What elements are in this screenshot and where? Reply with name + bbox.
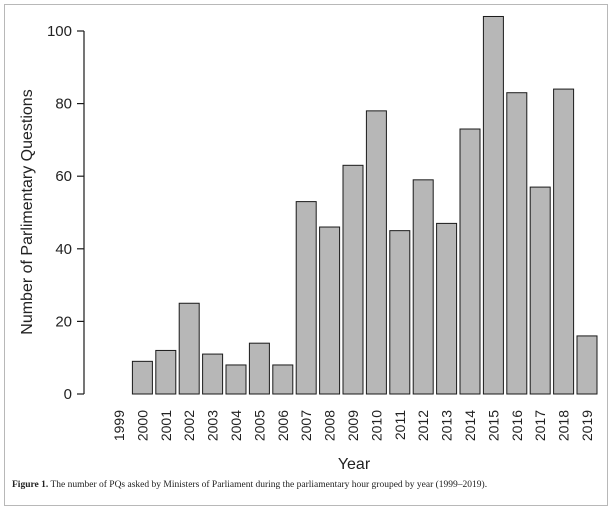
bar-2017 (529, 186, 551, 395)
x-tick-label: 2017 (532, 410, 548, 441)
x-tick-label: 2008 (322, 410, 338, 441)
bar-2002 (178, 302, 200, 395)
bar-2018 (553, 88, 575, 395)
bar-2013 (436, 222, 458, 395)
y-tick-label: 60 (55, 168, 72, 185)
bar-2009 (342, 164, 364, 395)
y-tick-label: 20 (55, 313, 72, 330)
x-tick-label: 2018 (556, 410, 572, 441)
bars (131, 15, 598, 395)
bar-2007 (295, 201, 317, 395)
bar-2001 (155, 349, 177, 395)
y-tick-label: 100 (47, 23, 72, 40)
x-tick-label: 2007 (298, 410, 314, 441)
x-tick-label: 2009 (345, 410, 361, 441)
bar-2012 (412, 179, 434, 395)
y-tick-label: 0 (64, 386, 72, 403)
x-tick-label: 2015 (485, 410, 501, 441)
bar-2016 (506, 92, 528, 395)
y-tick-label: 80 (55, 96, 72, 113)
x-tick-label: 2001 (158, 410, 174, 441)
bar-2000 (131, 360, 153, 395)
x-tick-label: 2013 (439, 410, 455, 441)
x-tick-label: 2004 (228, 410, 244, 441)
bar-2008 (319, 226, 341, 395)
bar-2006 (272, 364, 294, 395)
x-tick-label: 2019 (579, 410, 595, 441)
x-tick-label: 2000 (134, 410, 150, 441)
figure-caption: Figure 1. The number of PQs asked by Min… (12, 480, 602, 490)
x-axis: 1999 2000 2001 2002 2003 2004 2005 2006 2007 2008… (111, 410, 595, 441)
bar-2010 (365, 110, 387, 395)
bar-2004 (225, 364, 247, 395)
bar-2015 (482, 15, 504, 395)
x-tick-label: 2003 (205, 410, 221, 441)
y-axis-label: Number of Parlimentary Questions (19, 89, 36, 334)
bar-2014 (459, 128, 481, 395)
bar-2005 (248, 342, 270, 395)
bar-2003 (202, 353, 224, 395)
x-tick-label: 2011 (392, 410, 408, 440)
x-tick-label: 2014 (462, 410, 478, 441)
x-tick-label: 2006 (275, 410, 291, 441)
caption-label: Figure 1. (12, 480, 49, 490)
y-tick-label: 40 (55, 241, 72, 258)
caption-text: The number of PQs asked by Ministers of … (48, 480, 488, 490)
bar-2019 (576, 335, 598, 395)
x-tick-label: 2012 (415, 410, 431, 441)
bar-2011 (389, 230, 411, 395)
x-axis-label: Year (338, 456, 371, 473)
x-tick-label: 2005 (251, 410, 267, 441)
x-tick-label: 2010 (368, 410, 384, 441)
y-axis: 0 20 40 60 80 100 (47, 23, 85, 403)
x-tick-label: 2002 (181, 410, 197, 441)
x-tick-label: 2016 (509, 410, 525, 441)
x-tick-label: 1999 (111, 410, 127, 441)
